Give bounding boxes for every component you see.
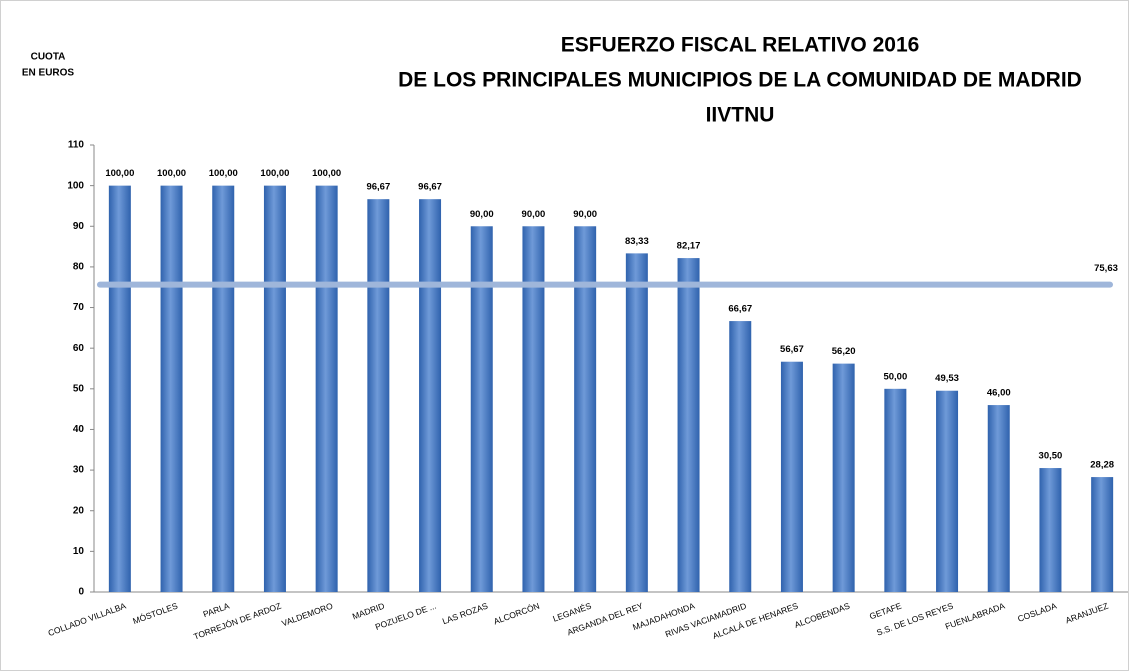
chart-title: ESFUERZO FISCAL RELATIVO 2016	[561, 34, 920, 57]
bar	[108, 185, 131, 593]
y-tick-label: 80	[73, 262, 85, 273]
y-tick-label: 90	[73, 221, 85, 232]
data-label: 49,53	[935, 373, 959, 384]
y-tick-label: 60	[73, 343, 85, 354]
y-tick-label: 20	[73, 505, 85, 516]
chart-title: IIVTNU	[706, 104, 775, 127]
bar	[936, 390, 959, 592]
y-tick-label: 30	[73, 465, 85, 476]
y-tick-label: 50	[73, 383, 85, 394]
reference-label: 75,63	[1094, 263, 1118, 274]
data-label: 100,00	[105, 168, 134, 179]
data-label: 100,00	[312, 168, 341, 179]
bar	[780, 361, 803, 592]
data-label: 46,00	[987, 388, 1011, 399]
bar	[470, 226, 493, 593]
bar	[212, 185, 235, 593]
y-tick-label: 100	[67, 180, 84, 191]
bar	[1091, 477, 1114, 592]
data-label: 30,50	[1039, 451, 1063, 462]
y-axis-label: CUOTA	[31, 52, 66, 63]
data-label: 90,00	[470, 209, 494, 220]
y-tick-label: 40	[73, 424, 85, 435]
bar	[160, 185, 183, 593]
bar	[419, 199, 442, 592]
data-label: 90,00	[573, 209, 597, 220]
bar	[574, 226, 597, 593]
bar	[677, 258, 700, 592]
data-label: 56,20	[832, 346, 856, 357]
bar	[884, 388, 907, 592]
bar	[729, 321, 752, 592]
y-tick-label: 110	[68, 140, 85, 151]
data-label: 28,28	[1090, 460, 1114, 471]
bar	[263, 185, 286, 593]
data-label: 96,67	[418, 182, 442, 193]
data-label: 50,00	[883, 371, 907, 382]
data-label: 100,00	[157, 168, 186, 179]
bar	[987, 405, 1010, 592]
data-label: 83,33	[625, 236, 649, 247]
data-label: 100,00	[260, 168, 289, 179]
y-axis-label: EN EUROS	[22, 68, 75, 79]
bar	[315, 185, 338, 593]
bar	[367, 199, 390, 592]
y-tick-label: 0	[78, 587, 84, 598]
bar	[522, 226, 545, 593]
data-label: 82,17	[677, 241, 701, 252]
bar	[1039, 468, 1062, 592]
data-label: 96,67	[366, 182, 390, 193]
bar	[832, 363, 855, 592]
data-label: 66,67	[728, 304, 752, 315]
data-label: 100,00	[209, 168, 238, 179]
bar	[625, 253, 648, 592]
y-tick-label: 70	[73, 302, 85, 313]
data-label: 56,67	[780, 344, 804, 355]
chart-title: DE LOS PRINCIPALES MUNICIPIOS DE LA COMU…	[398, 69, 1082, 92]
data-label: 90,00	[522, 209, 546, 220]
y-tick-label: 10	[73, 546, 85, 557]
